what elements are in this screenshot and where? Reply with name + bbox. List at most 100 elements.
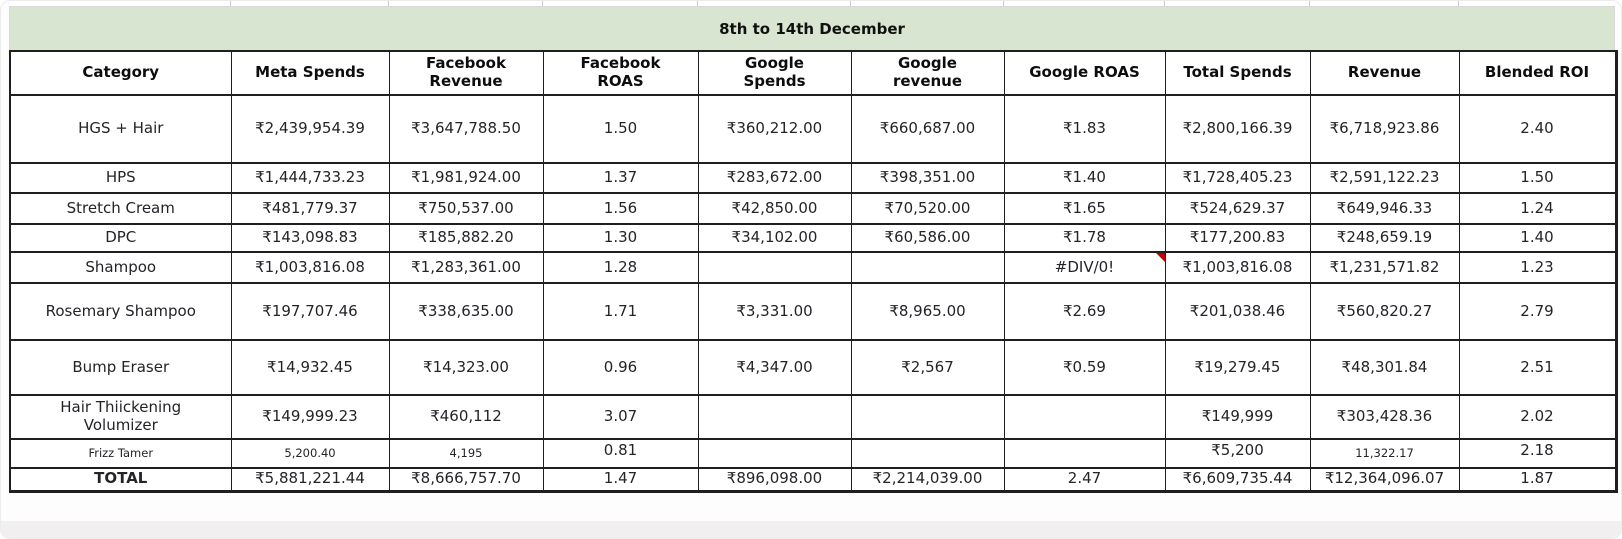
cell-hps-total-spends[interactable]: ₹1,728,405.23 <box>1164 162 1311 194</box>
cell-shampoo-google-revenue[interactable] <box>850 251 1005 284</box>
cell-stretch-cream-total-spends[interactable]: ₹524,629.37 <box>1164 192 1311 225</box>
cell-stretch-cream-facebook-revenue[interactable]: ₹750,537.00 <box>388 192 544 225</box>
cell-hps-google-revenue[interactable]: ₹398,351.00 <box>850 162 1005 194</box>
cell-frizz-tamer-google-revenue[interactable] <box>850 438 1005 469</box>
cell-dpc-blended-roi[interactable]: 1.40 <box>1458 223 1617 253</box>
cell-bump-eraser-facebook-revenue[interactable]: ₹14,323.00 <box>388 339 544 396</box>
column-header-facebook-roas[interactable]: Facebook ROAS <box>542 50 699 96</box>
report-title-cell[interactable]: 8th to 14th December <box>9 6 1615 50</box>
cell-dpc-revenue[interactable]: ₹248,659.19 <box>1309 223 1460 253</box>
cell-shampoo-facebook-revenue[interactable]: ₹1,283,361.00 <box>388 251 544 284</box>
cell-stretch-cream-google-roas[interactable]: ₹1.65 <box>1003 192 1166 225</box>
cell-rosemary-shampoo-category[interactable]: Rosemary Shampoo <box>9 282 232 341</box>
column-header-google-spends[interactable]: Google Spends <box>697 50 852 96</box>
cell-hps-blended-roi[interactable]: 1.50 <box>1458 162 1617 194</box>
cell-stretch-cream-google-spends[interactable]: ₹42,850.00 <box>697 192 852 225</box>
cell-frizz-tamer-google-roas[interactable] <box>1003 438 1166 469</box>
cell-bump-eraser-total-spends[interactable]: ₹19,279.45 <box>1164 339 1311 396</box>
cell-hps-google-spends[interactable]: ₹283,672.00 <box>697 162 852 194</box>
cell-hgs-hair-google-roas[interactable]: ₹1.83 <box>1003 94 1166 164</box>
cell-frizz-tamer-facebook-revenue[interactable]: 4,195 <box>388 438 544 469</box>
cell-dpc-google-spends[interactable]: ₹34,102.00 <box>697 223 852 253</box>
cell-bump-eraser-google-roas[interactable]: ₹0.59 <box>1003 339 1166 396</box>
cell-hair-thiickening-volumizer-google-revenue[interactable] <box>850 394 1005 440</box>
cell-hgs-hair-facebook-revenue[interactable]: ₹3,647,788.50 <box>388 94 544 164</box>
cell-dpc-google-roas[interactable]: ₹1.78 <box>1003 223 1166 253</box>
cell-shampoo-total-spends[interactable]: ₹1,003,816.08 <box>1164 251 1311 284</box>
cell-hgs-hair-total-spends[interactable]: ₹2,800,166.39 <box>1164 94 1311 164</box>
cell-frizz-tamer-revenue[interactable]: 11,322.17 <box>1309 438 1460 469</box>
cell-rosemary-shampoo-total-spends[interactable]: ₹201,038.46 <box>1164 282 1311 341</box>
cell-stretch-cream-category[interactable]: Stretch Cream <box>9 192 232 225</box>
column-header-google-roas[interactable]: Google ROAS <box>1003 50 1166 96</box>
cell-rosemary-shampoo-meta-spends[interactable]: ₹197,707.46 <box>230 282 390 341</box>
cell-total-google-spends[interactable]: ₹896,098.00 <box>697 467 852 492</box>
cell-rosemary-shampoo-blended-roi[interactable]: 2.79 <box>1458 282 1617 341</box>
cell-hair-thiickening-volumizer-total-spends[interactable]: ₹149,999 <box>1164 394 1311 440</box>
cell-stretch-cream-meta-spends[interactable]: ₹481,779.37 <box>230 192 390 225</box>
column-header-facebook-revenue[interactable]: Facebook Revenue <box>388 50 544 96</box>
cell-hps-revenue[interactable]: ₹2,591,122.23 <box>1309 162 1460 194</box>
cell-total-blended-roi[interactable]: 1.87 <box>1458 467 1617 492</box>
cell-hps-facebook-roas[interactable]: 1.37 <box>542 162 699 194</box>
cell-bump-eraser-category[interactable]: Bump Eraser <box>9 339 232 396</box>
cell-hair-thiickening-volumizer-google-roas[interactable] <box>1003 394 1166 440</box>
cell-hps-google-roas[interactable]: ₹1.40 <box>1003 162 1166 194</box>
cell-frizz-tamer-facebook-roas[interactable]: 0.81 <box>542 438 699 469</box>
cell-hgs-hair-google-revenue[interactable]: ₹660,687.00 <box>850 94 1005 164</box>
cell-hps-category[interactable]: HPS <box>9 162 232 194</box>
cell-shampoo-revenue[interactable]: ₹1,231,571.82 <box>1309 251 1460 284</box>
column-header-google-revenue[interactable]: Google revenue <box>850 50 1005 96</box>
cell-dpc-facebook-roas[interactable]: 1.30 <box>542 223 699 253</box>
cell-hgs-hair-google-spends[interactable]: ₹360,212.00 <box>697 94 852 164</box>
cell-bump-eraser-facebook-roas[interactable]: 0.96 <box>542 339 699 396</box>
cell-rosemary-shampoo-google-spends[interactable]: ₹3,331.00 <box>697 282 852 341</box>
column-header-blended-roi[interactable]: Blended ROI <box>1458 50 1617 96</box>
cell-hair-thiickening-volumizer-blended-roi[interactable]: 2.02 <box>1458 394 1617 440</box>
cell-rosemary-shampoo-facebook-revenue[interactable]: ₹338,635.00 <box>388 282 544 341</box>
column-header-category[interactable]: Category <box>9 50 232 96</box>
cell-frizz-tamer-category[interactable]: Frizz Tamer <box>9 438 232 469</box>
cell-shampoo-blended-roi[interactable]: 1.23 <box>1458 251 1617 284</box>
cell-rosemary-shampoo-facebook-roas[interactable]: 1.71 <box>542 282 699 341</box>
cell-rosemary-shampoo-google-roas[interactable]: ₹2.69 <box>1003 282 1166 341</box>
cell-hgs-hair-category[interactable]: HGS + Hair <box>9 94 232 164</box>
cell-dpc-meta-spends[interactable]: ₹143,098.83 <box>230 223 390 253</box>
cell-stretch-cream-google-revenue[interactable]: ₹70,520.00 <box>850 192 1005 225</box>
cell-dpc-total-spends[interactable]: ₹177,200.83 <box>1164 223 1311 253</box>
cell-total-google-revenue[interactable]: ₹2,214,039.00 <box>850 467 1005 492</box>
cell-total-facebook-revenue[interactable]: ₹8,666,757.70 <box>388 467 544 492</box>
cell-total-revenue[interactable]: ₹12,364,096.07 <box>1309 467 1460 492</box>
cell-stretch-cream-facebook-roas[interactable]: 1.56 <box>542 192 699 225</box>
cell-hgs-hair-facebook-roas[interactable]: 1.50 <box>542 94 699 164</box>
column-header-revenue[interactable]: Revenue <box>1309 50 1460 96</box>
cell-shampoo-google-roas[interactable]: #DIV/0! <box>1003 251 1166 284</box>
cell-bump-eraser-google-spends[interactable]: ₹4,347.00 <box>697 339 852 396</box>
cell-frizz-tamer-google-spends[interactable] <box>697 438 852 469</box>
cell-total-meta-spends[interactable]: ₹5,881,221.44 <box>230 467 390 492</box>
cell-hgs-hair-blended-roi[interactable]: 2.40 <box>1458 94 1617 164</box>
cell-shampoo-google-spends[interactable] <box>697 251 852 284</box>
cell-hair-thiickening-volumizer-revenue[interactable]: ₹303,428.36 <box>1309 394 1460 440</box>
cell-total-facebook-roas[interactable]: 1.47 <box>542 467 699 492</box>
cell-hair-thiickening-volumizer-google-spends[interactable] <box>697 394 852 440</box>
cell-total-category[interactable]: TOTAL <box>9 467 232 492</box>
cell-frizz-tamer-meta-spends[interactable]: 5,200.40 <box>230 438 390 469</box>
cell-dpc-google-revenue[interactable]: ₹60,586.00 <box>850 223 1005 253</box>
cell-hgs-hair-meta-spends[interactable]: ₹2,439,954.39 <box>230 94 390 164</box>
column-header-total-spends[interactable]: Total Spends <box>1164 50 1311 96</box>
cell-hair-thiickening-volumizer-category[interactable]: Hair Thiickening Volumizer <box>9 394 232 440</box>
cell-dpc-facebook-revenue[interactable]: ₹185,882.20 <box>388 223 544 253</box>
cell-frizz-tamer-blended-roi[interactable]: 2.18 <box>1458 438 1617 469</box>
cell-rosemary-shampoo-revenue[interactable]: ₹560,820.27 <box>1309 282 1460 341</box>
cell-shampoo-category[interactable]: Shampoo <box>9 251 232 284</box>
cell-total-google-roas[interactable]: 2.47 <box>1003 467 1166 492</box>
cell-rosemary-shampoo-google-revenue[interactable]: ₹8,965.00 <box>850 282 1005 341</box>
cell-stretch-cream-revenue[interactable]: ₹649,946.33 <box>1309 192 1460 225</box>
cell-total-total-spends[interactable]: ₹6,609,735.44 <box>1164 467 1311 492</box>
column-header-meta-spends[interactable]: Meta Spends <box>230 50 390 96</box>
cell-bump-eraser-revenue[interactable]: ₹48,301.84 <box>1309 339 1460 396</box>
cell-stretch-cream-blended-roi[interactable]: 1.24 <box>1458 192 1617 225</box>
cell-bump-eraser-meta-spends[interactable]: ₹14,932.45 <box>230 339 390 396</box>
cell-hair-thiickening-volumizer-meta-spends[interactable]: ₹149,999.23 <box>230 394 390 440</box>
